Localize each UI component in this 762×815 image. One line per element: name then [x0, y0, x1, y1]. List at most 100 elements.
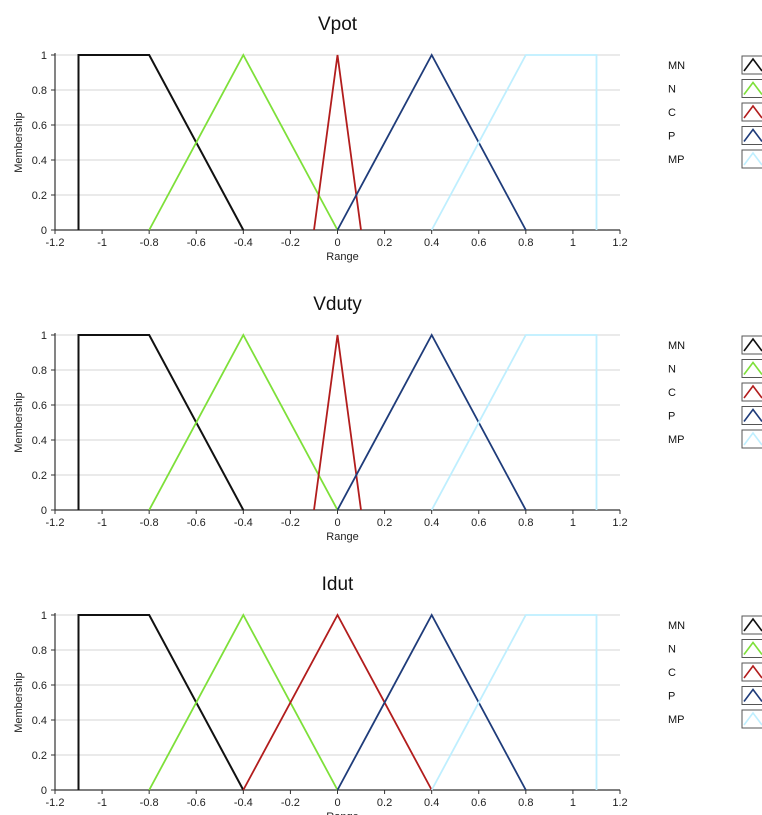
y-tick-label: 1 — [41, 330, 47, 342]
x-tick-label: 1 — [570, 237, 576, 249]
chart-panel-vpot: Vpot 0 0.2 0.4 0.6 0.8 1 -1.2 -1 -0.8 -0.6 -0.4 -0.2… — [13, 14, 762, 263]
series-c — [242, 613, 433, 791]
x-tick-label: -1 — [97, 517, 107, 529]
series-c — [313, 334, 362, 511]
y-tick-label: 0 — [41, 225, 47, 237]
legend-label: C — [668, 387, 676, 399]
x-tick-label: 0.4 — [424, 797, 439, 809]
legend-glyph-c — [743, 384, 762, 399]
x-axis-label: Range — [326, 251, 358, 263]
x-tick-label: -0.2 — [281, 517, 300, 529]
x-tick-label: 1.2 — [612, 237, 627, 249]
legend-label: P — [668, 691, 675, 703]
x-tick-label: 0.8 — [518, 237, 533, 249]
series-n — [148, 613, 339, 791]
legend-swatch-n — [741, 639, 762, 658]
y-tick-label: 0.6 — [32, 400, 47, 412]
legend-glyph-n — [743, 641, 762, 655]
x-tick-label: 0 — [334, 797, 340, 809]
y-tick-label: 0.2 — [32, 750, 47, 762]
x-tick-label: 0 — [334, 517, 340, 529]
legend-swatch-mp — [741, 149, 762, 169]
x-tick-label: 1 — [570, 517, 576, 529]
y-tick-label: 0.8 — [32, 85, 47, 97]
x-tick-label: -0.4 — [234, 797, 253, 809]
series-p — [336, 53, 527, 231]
y-tick-label: 0.4 — [32, 715, 47, 727]
legend-label: MP — [668, 714, 685, 726]
legend-swatch-mn — [741, 335, 762, 355]
x-tick-label: -0.6 — [187, 797, 206, 809]
x-tick-label: 0.2 — [377, 237, 392, 249]
series-n — [148, 333, 339, 511]
y-tick-label: 1 — [41, 610, 47, 622]
legend-label: MP — [668, 434, 685, 446]
legend-label: MN — [668, 340, 685, 352]
series-p — [336, 333, 527, 511]
x-tick-label: -0.6 — [187, 517, 206, 529]
legend-label: MN — [668, 60, 685, 72]
legend-glyph-n — [743, 361, 762, 375]
y-tick-label: 0.2 — [32, 470, 47, 482]
series-mn — [77, 334, 245, 511]
legend-label: MN — [668, 620, 685, 632]
legend-glyph-c — [743, 104, 762, 119]
x-tick-label: -1.2 — [46, 237, 65, 249]
series-mn — [77, 54, 245, 231]
x-tick-label: 1 — [570, 797, 576, 809]
chart-title: Vduty — [313, 294, 362, 315]
series-n — [148, 53, 339, 231]
legend-label: N — [668, 644, 676, 656]
y-tick-label: 0.6 — [32, 680, 47, 692]
legend-label: P — [668, 131, 675, 143]
legend-swatch-p — [741, 686, 762, 705]
x-tick-label: 0.6 — [471, 237, 486, 249]
x-tick-label: -0.4 — [234, 237, 253, 249]
x-tick-label: 1.2 — [612, 797, 627, 809]
x-tick-label: 0.8 — [518, 517, 533, 529]
x-tick-label: 0.6 — [471, 517, 486, 529]
legend-label: C — [668, 107, 676, 119]
legend-label: N — [668, 364, 676, 376]
y-axis-label: Membership — [13, 392, 25, 453]
x-tick-label: -0.6 — [187, 237, 206, 249]
y-tick-label: 1 — [41, 50, 47, 62]
legend-glyph-mn — [743, 57, 762, 72]
legend-label: P — [668, 411, 675, 423]
legend-swatch-mn — [741, 55, 762, 75]
legend-swatch-p — [741, 126, 762, 145]
y-tick-label: 0.8 — [32, 365, 47, 377]
x-tick-label: 0.6 — [471, 797, 486, 809]
legend-swatch-n — [741, 79, 762, 98]
legend-glyph-p — [743, 128, 762, 142]
legend-swatch-c — [741, 102, 762, 122]
legend: MN NCP MP — [668, 55, 762, 169]
series-p — [336, 613, 527, 791]
x-tick-label: -1 — [97, 237, 107, 249]
y-tick-label: 0 — [41, 785, 47, 797]
series-mp — [430, 334, 598, 511]
x-tick-label: 0.2 — [377, 517, 392, 529]
legend-swatch-c — [741, 382, 762, 402]
legend-swatch-mp — [741, 709, 762, 729]
legend-glyph-mp — [743, 431, 762, 446]
legend-swatch-mp — [741, 429, 762, 449]
legend-glyph-n — [743, 81, 762, 95]
legend-swatch-c — [741, 662, 762, 682]
y-axis-label: Membership — [13, 112, 25, 173]
legend-label: N — [668, 84, 676, 96]
legend-label: MP — [668, 154, 685, 166]
y-tick-label: 0 — [41, 505, 47, 517]
legend-label: C — [668, 667, 676, 679]
chart-panel-vduty: Vduty 0 0.2 0.4 0.6 0.8 1 -1.2 -1 -0.8 -0.6 -0.4 -0.… — [13, 294, 762, 543]
legend-glyph-c — [743, 664, 762, 679]
series-mp — [430, 54, 598, 231]
legend: MN NCP MP — [668, 615, 762, 729]
y-tick-label: 0.4 — [32, 435, 47, 447]
x-tick-label: -1.2 — [46, 517, 65, 529]
x-tick-label: -0.2 — [281, 797, 300, 809]
x-tick-label: -0.4 — [234, 517, 253, 529]
series-mp — [430, 614, 598, 791]
y-tick-label: 0.2 — [32, 190, 47, 202]
x-tick-label: 0.2 — [377, 797, 392, 809]
